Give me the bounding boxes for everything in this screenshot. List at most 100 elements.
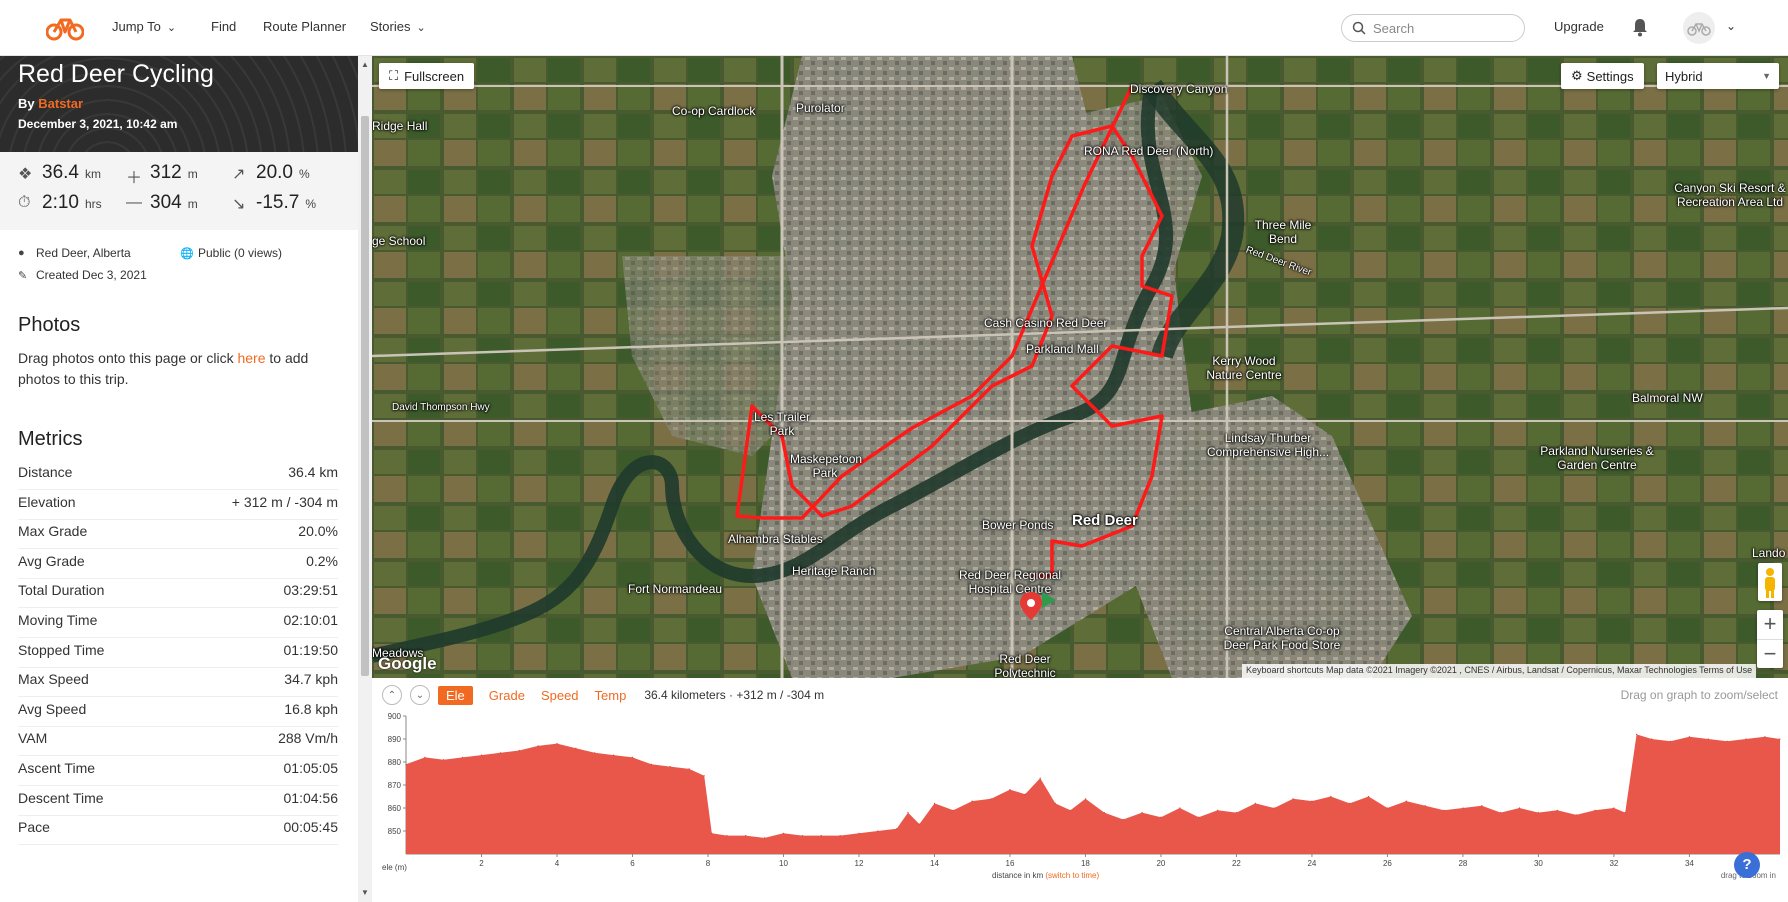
map-label[interactable]: Fort Normandeau <box>628 582 723 596</box>
map-label[interactable]: Purolator <box>796 101 845 115</box>
nav-stories-label: Stories <box>370 19 411 34</box>
tab-speed[interactable]: Speed <box>540 687 579 703</box>
metric-value: 36.4 km <box>288 464 338 480</box>
sidebar-scrollbar[interactable]: ▲ ▼ <box>358 56 372 902</box>
y-tick-label: 880 <box>388 758 402 767</box>
map-label[interactable]: Maskepetoon Park <box>790 452 863 480</box>
chevron-down-icon[interactable]: ⌄ <box>1726 19 1737 33</box>
map-label: Lando <box>1752 546 1786 560</box>
collapse-up-button[interactable]: ⌃ <box>382 685 402 705</box>
map-label[interactable]: Central Alberta Co-op Deer Park Food Sto… <box>1223 624 1341 652</box>
tab-temp[interactable]: Temp <box>594 687 627 703</box>
metric-label: Pace <box>18 819 50 836</box>
map-label[interactable]: Discovery Canyon <box>1130 82 1228 96</box>
finish-flag-icon[interactable] <box>1042 592 1056 614</box>
upgrade-link[interactable]: Upgrade <box>1554 19 1604 34</box>
search-box[interactable] <box>1341 14 1525 42</box>
trip-visibility: 🌐 Public (0 views) <box>180 246 282 260</box>
nav-find[interactable]: Find <box>211 19 237 34</box>
zoom-in-button[interactable]: + <box>1763 611 1777 636</box>
map-label[interactable]: Les Trailer Park <box>753 410 811 438</box>
trip-created: ✎ Created Dec 3, 2021 <box>18 268 147 282</box>
stat-min-grade-value: -15.7 <box>256 192 300 213</box>
map-layer-select[interactable]: Hybrid ▼ <box>1657 63 1779 89</box>
stat-loss-value: 304 <box>150 192 182 213</box>
map-label[interactable]: Kerry Wood Nature Centre <box>1206 354 1282 382</box>
metric-row: Ascent Time 01:05:05 <box>18 752 338 786</box>
scroll-up-icon[interactable]: ▲ <box>361 60 369 69</box>
bell-icon[interactable] <box>1631 17 1649 37</box>
map-attribution[interactable]: Keyboard shortcuts Map data ©2021 Imager… <box>1242 664 1757 678</box>
street-view-pegman-icon[interactable] <box>1758 563 1782 601</box>
switch-to-time-link[interactable]: (switch to time) <box>1045 871 1099 880</box>
elevation-point <box>782 832 785 834</box>
elevation-point <box>1024 793 1026 795</box>
elevation-point <box>1054 802 1056 804</box>
stat-gain-value: 312 <box>150 162 182 183</box>
avatar[interactable] <box>1683 12 1715 44</box>
elevation-point <box>1613 807 1615 809</box>
elevation-point <box>1651 738 1653 740</box>
map-label[interactable]: ge School <box>372 234 426 248</box>
elevation-point <box>1273 807 1275 809</box>
zoom-out-button[interactable]: − <box>1757 639 1783 668</box>
elevation-point <box>1500 812 1502 814</box>
x-tick-label: 20 <box>1156 859 1165 868</box>
elevation-point <box>556 743 558 745</box>
stat-loss: — 304 m <box>126 192 198 214</box>
map-label[interactable]: Three Mile Bend <box>1254 218 1312 246</box>
logo-icon[interactable] <box>46 12 84 42</box>
map-label[interactable]: Alhambra Stables <box>728 532 823 546</box>
metric-value: 02:10:01 <box>283 612 339 628</box>
route-map[interactable]: ⛶ Fullscreen ⚙ Settings Hybrid ▼ Discove… <box>372 56 1788 678</box>
elevation-point <box>1462 807 1464 809</box>
elevation-point <box>1726 740 1728 742</box>
metric-label: Ascent Time <box>18 760 96 776</box>
map-label[interactable]: Lindsay Thurber Comprehensive High... <box>1206 431 1330 459</box>
elevation-point <box>424 756 426 758</box>
elevation-point <box>1198 816 1200 818</box>
nav-jump-to[interactable]: Jump To ⌄ <box>112 19 176 34</box>
tab-elevation[interactable]: Ele <box>438 685 473 705</box>
elevation-point <box>594 752 596 754</box>
map-label[interactable]: Cash Casino Red Deer <box>984 316 1108 330</box>
map-label[interactable]: Red Deer Polytechnic <box>994 652 1056 678</box>
elevation-point <box>1292 798 1294 800</box>
scrollbar-thumb[interactable] <box>361 116 369 676</box>
elevation-summary: 36.4 kilometers · +312 m / -304 m <box>644 688 825 702</box>
nav-route-planner[interactable]: Route Planner <box>263 19 347 34</box>
metric-value: 00:05:45 <box>283 819 339 836</box>
tab-grade[interactable]: Grade <box>488 687 525 703</box>
map-label[interactable]: Ridge Hall <box>372 119 428 133</box>
google-logo: Google <box>378 654 437 673</box>
map-label[interactable]: Heritage Ranch <box>792 564 876 578</box>
elevation-point <box>1745 738 1747 740</box>
map-label[interactable]: Bower Ponds <box>982 518 1054 532</box>
map-label[interactable]: Parkland Mall <box>1026 342 1099 356</box>
map-label[interactable]: RONA Red Deer (North) <box>1084 144 1214 158</box>
elevation-point <box>971 800 973 802</box>
trip-sidebar: Red Deer Cycling By Batstar December 3, … <box>0 56 358 902</box>
arrow-up-right-icon: ↗ <box>232 166 246 183</box>
help-icon[interactable]: ? <box>1734 852 1760 878</box>
map-label[interactable]: Co-op Cardlock <box>672 104 756 118</box>
start-marker-icon[interactable] <box>1020 592 1042 620</box>
nav-stories[interactable]: Stories ⌄ <box>370 19 426 34</box>
metric-row: Pace 00:05:45 <box>18 811 339 846</box>
scroll-down-icon[interactable]: ▼ <box>361 888 369 897</box>
metric-value: 0.2% <box>306 552 338 569</box>
settings-button[interactable]: ⚙ Settings <box>1561 63 1644 89</box>
map-label[interactable]: Canyon Ski Resort & Recreation Area Ltd <box>1674 181 1786 209</box>
collapse-down-button[interactable]: ⌄ <box>410 685 430 705</box>
elevation-point <box>1039 777 1041 779</box>
elevation-point <box>839 835 841 837</box>
fullscreen-button[interactable]: ⛶ Fullscreen <box>379 63 475 89</box>
search-input[interactable] <box>1373 20 1513 36</box>
chevron-down-icon: ⌄ <box>166 22 177 34</box>
author-link[interactable]: Batstar <box>38 96 84 111</box>
elevation-point <box>499 752 501 754</box>
map-label: Red Deer <box>1072 512 1138 529</box>
map-label[interactable]: Parkland Nurseries & Garden Centre <box>1540 444 1654 472</box>
add-photos-link[interactable]: here <box>237 350 266 366</box>
